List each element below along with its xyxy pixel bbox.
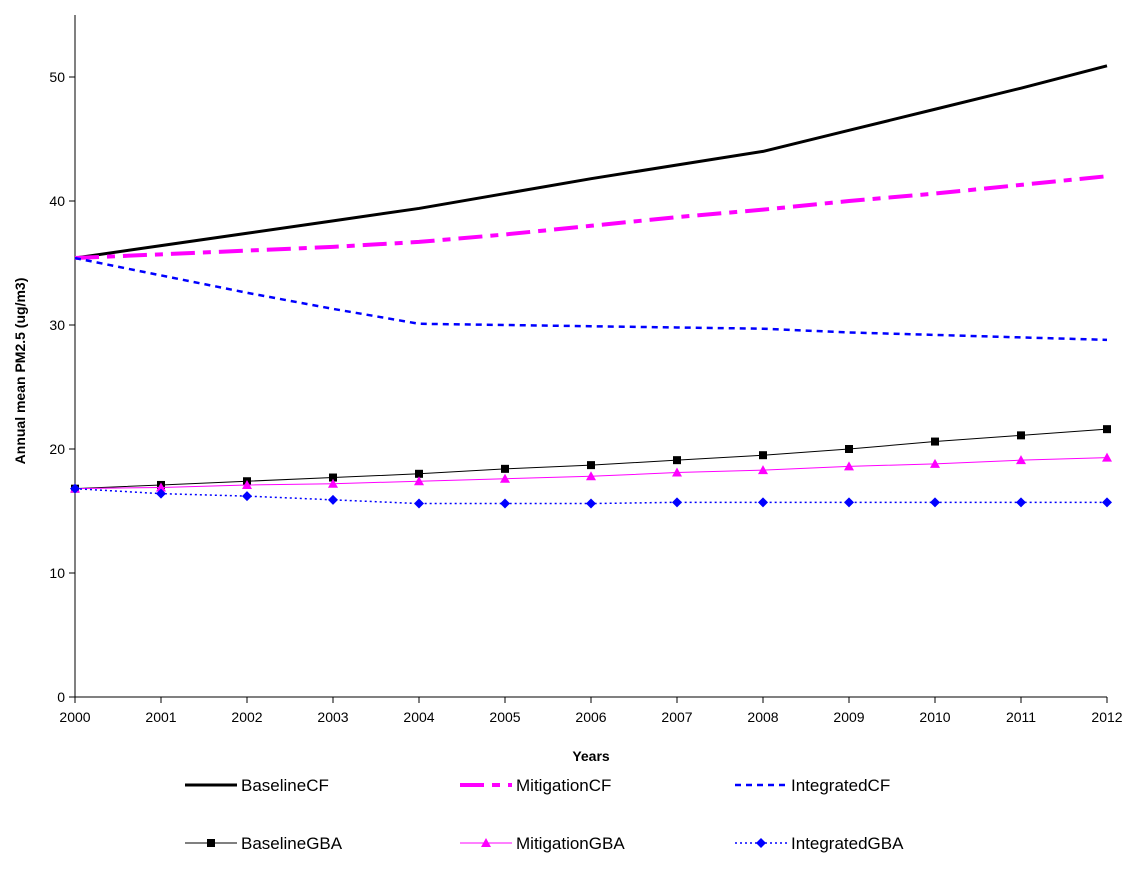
legend-item: MitigationGBA xyxy=(460,834,625,853)
series-MitigationCF xyxy=(74,174,1108,261)
data-point xyxy=(1017,431,1025,440)
x-axis-title: Years xyxy=(572,748,610,764)
y-tick-label: 30 xyxy=(49,317,65,333)
data-point xyxy=(1102,497,1112,508)
y-tick-label: 50 xyxy=(49,69,65,85)
x-tick-label: 2007 xyxy=(661,709,692,725)
data-point xyxy=(328,478,338,488)
data-point xyxy=(1016,497,1026,508)
legend-marker xyxy=(481,838,491,847)
y-tick-label: 10 xyxy=(49,565,65,581)
legend-marker xyxy=(756,838,766,848)
x-tick-label: 2003 xyxy=(317,709,348,725)
legend-label: MitigationCF xyxy=(516,776,611,795)
legend-item: IntegratedCF xyxy=(735,776,890,795)
series-IntegratedCF xyxy=(74,256,1108,342)
data-point xyxy=(242,479,252,489)
data-point xyxy=(587,461,595,470)
series-IntegratedGBA xyxy=(70,483,1112,509)
data-point xyxy=(673,456,681,465)
data-point xyxy=(70,483,80,494)
y-tick-label: 40 xyxy=(49,193,65,209)
data-point xyxy=(930,458,940,468)
x-tick-label: 2010 xyxy=(919,709,950,725)
data-point xyxy=(758,497,768,508)
series-line xyxy=(74,256,1108,342)
data-point xyxy=(672,497,682,508)
data-point xyxy=(414,476,424,486)
data-point xyxy=(1016,455,1026,465)
legend-label: IntegratedGBA xyxy=(791,834,904,853)
data-point xyxy=(415,469,423,478)
legend-marker xyxy=(207,839,215,847)
data-point xyxy=(329,473,337,482)
data-point xyxy=(759,451,767,460)
data-point xyxy=(1102,452,1112,462)
data-point xyxy=(328,494,338,505)
x-tick-label: 2011 xyxy=(1006,709,1036,725)
data-point xyxy=(931,437,939,446)
series-line xyxy=(74,64,1108,260)
data-point xyxy=(500,498,510,509)
legend-item: MitigationCF xyxy=(460,776,611,795)
data-point xyxy=(844,461,854,471)
x-tick-label: 2008 xyxy=(747,709,778,725)
data-point xyxy=(930,497,940,508)
x-tick-label: 2009 xyxy=(833,709,864,725)
series-BaselineGBA xyxy=(71,425,1111,493)
plot-area: 0 10 20 30 40 50 2000 2001 2002 2003 2004 2005 2006 2… xyxy=(49,15,1123,725)
series-layer xyxy=(70,64,1112,509)
y-axis-title: Annual mean PM2.5 (ug/m3) xyxy=(12,278,28,465)
data-point xyxy=(1103,425,1111,434)
legend-label: MitigationGBA xyxy=(516,834,625,853)
data-point xyxy=(156,488,166,499)
x-tick-label: 2005 xyxy=(489,709,520,725)
data-point xyxy=(156,482,166,492)
data-point xyxy=(844,497,854,508)
x-tick-label: 2001 xyxy=(145,709,176,725)
legend-item: BaselineGBA xyxy=(185,834,343,853)
data-point xyxy=(586,498,596,509)
legend-label: IntegratedCF xyxy=(791,776,890,795)
series-line xyxy=(74,174,1108,261)
data-point xyxy=(242,491,252,502)
data-point xyxy=(501,464,509,473)
data-point xyxy=(758,465,768,475)
legend-label: BaselineCF xyxy=(241,776,329,795)
data-point xyxy=(414,498,424,509)
data-point xyxy=(672,467,682,477)
legend-item: IntegratedGBA xyxy=(735,834,904,853)
x-tick-label: 2006 xyxy=(575,709,606,725)
data-point xyxy=(586,471,596,481)
legend-label: BaselineGBA xyxy=(241,834,343,853)
legend-item: BaselineCF xyxy=(185,776,329,795)
y-tick-label: 20 xyxy=(49,441,65,457)
data-point xyxy=(845,445,853,453)
x-tick-label: 2004 xyxy=(403,709,434,725)
x-tick-label: 2012 xyxy=(1091,709,1122,725)
y-tick-label: 0 xyxy=(57,689,65,705)
x-tick-label: 2002 xyxy=(231,709,262,725)
axis-ticks: 0 10 20 30 40 50 2000 2001 2002 2003 2004 2005 2006 2… xyxy=(49,69,1122,725)
x-tick-label: 2000 xyxy=(59,709,90,725)
legend: BaselineCF MitigationCF IntegratedCF Baseli… xyxy=(185,776,904,853)
series-BaselineCF xyxy=(74,64,1108,260)
series-MitigationGBA xyxy=(70,452,1112,493)
data-point xyxy=(500,473,510,483)
